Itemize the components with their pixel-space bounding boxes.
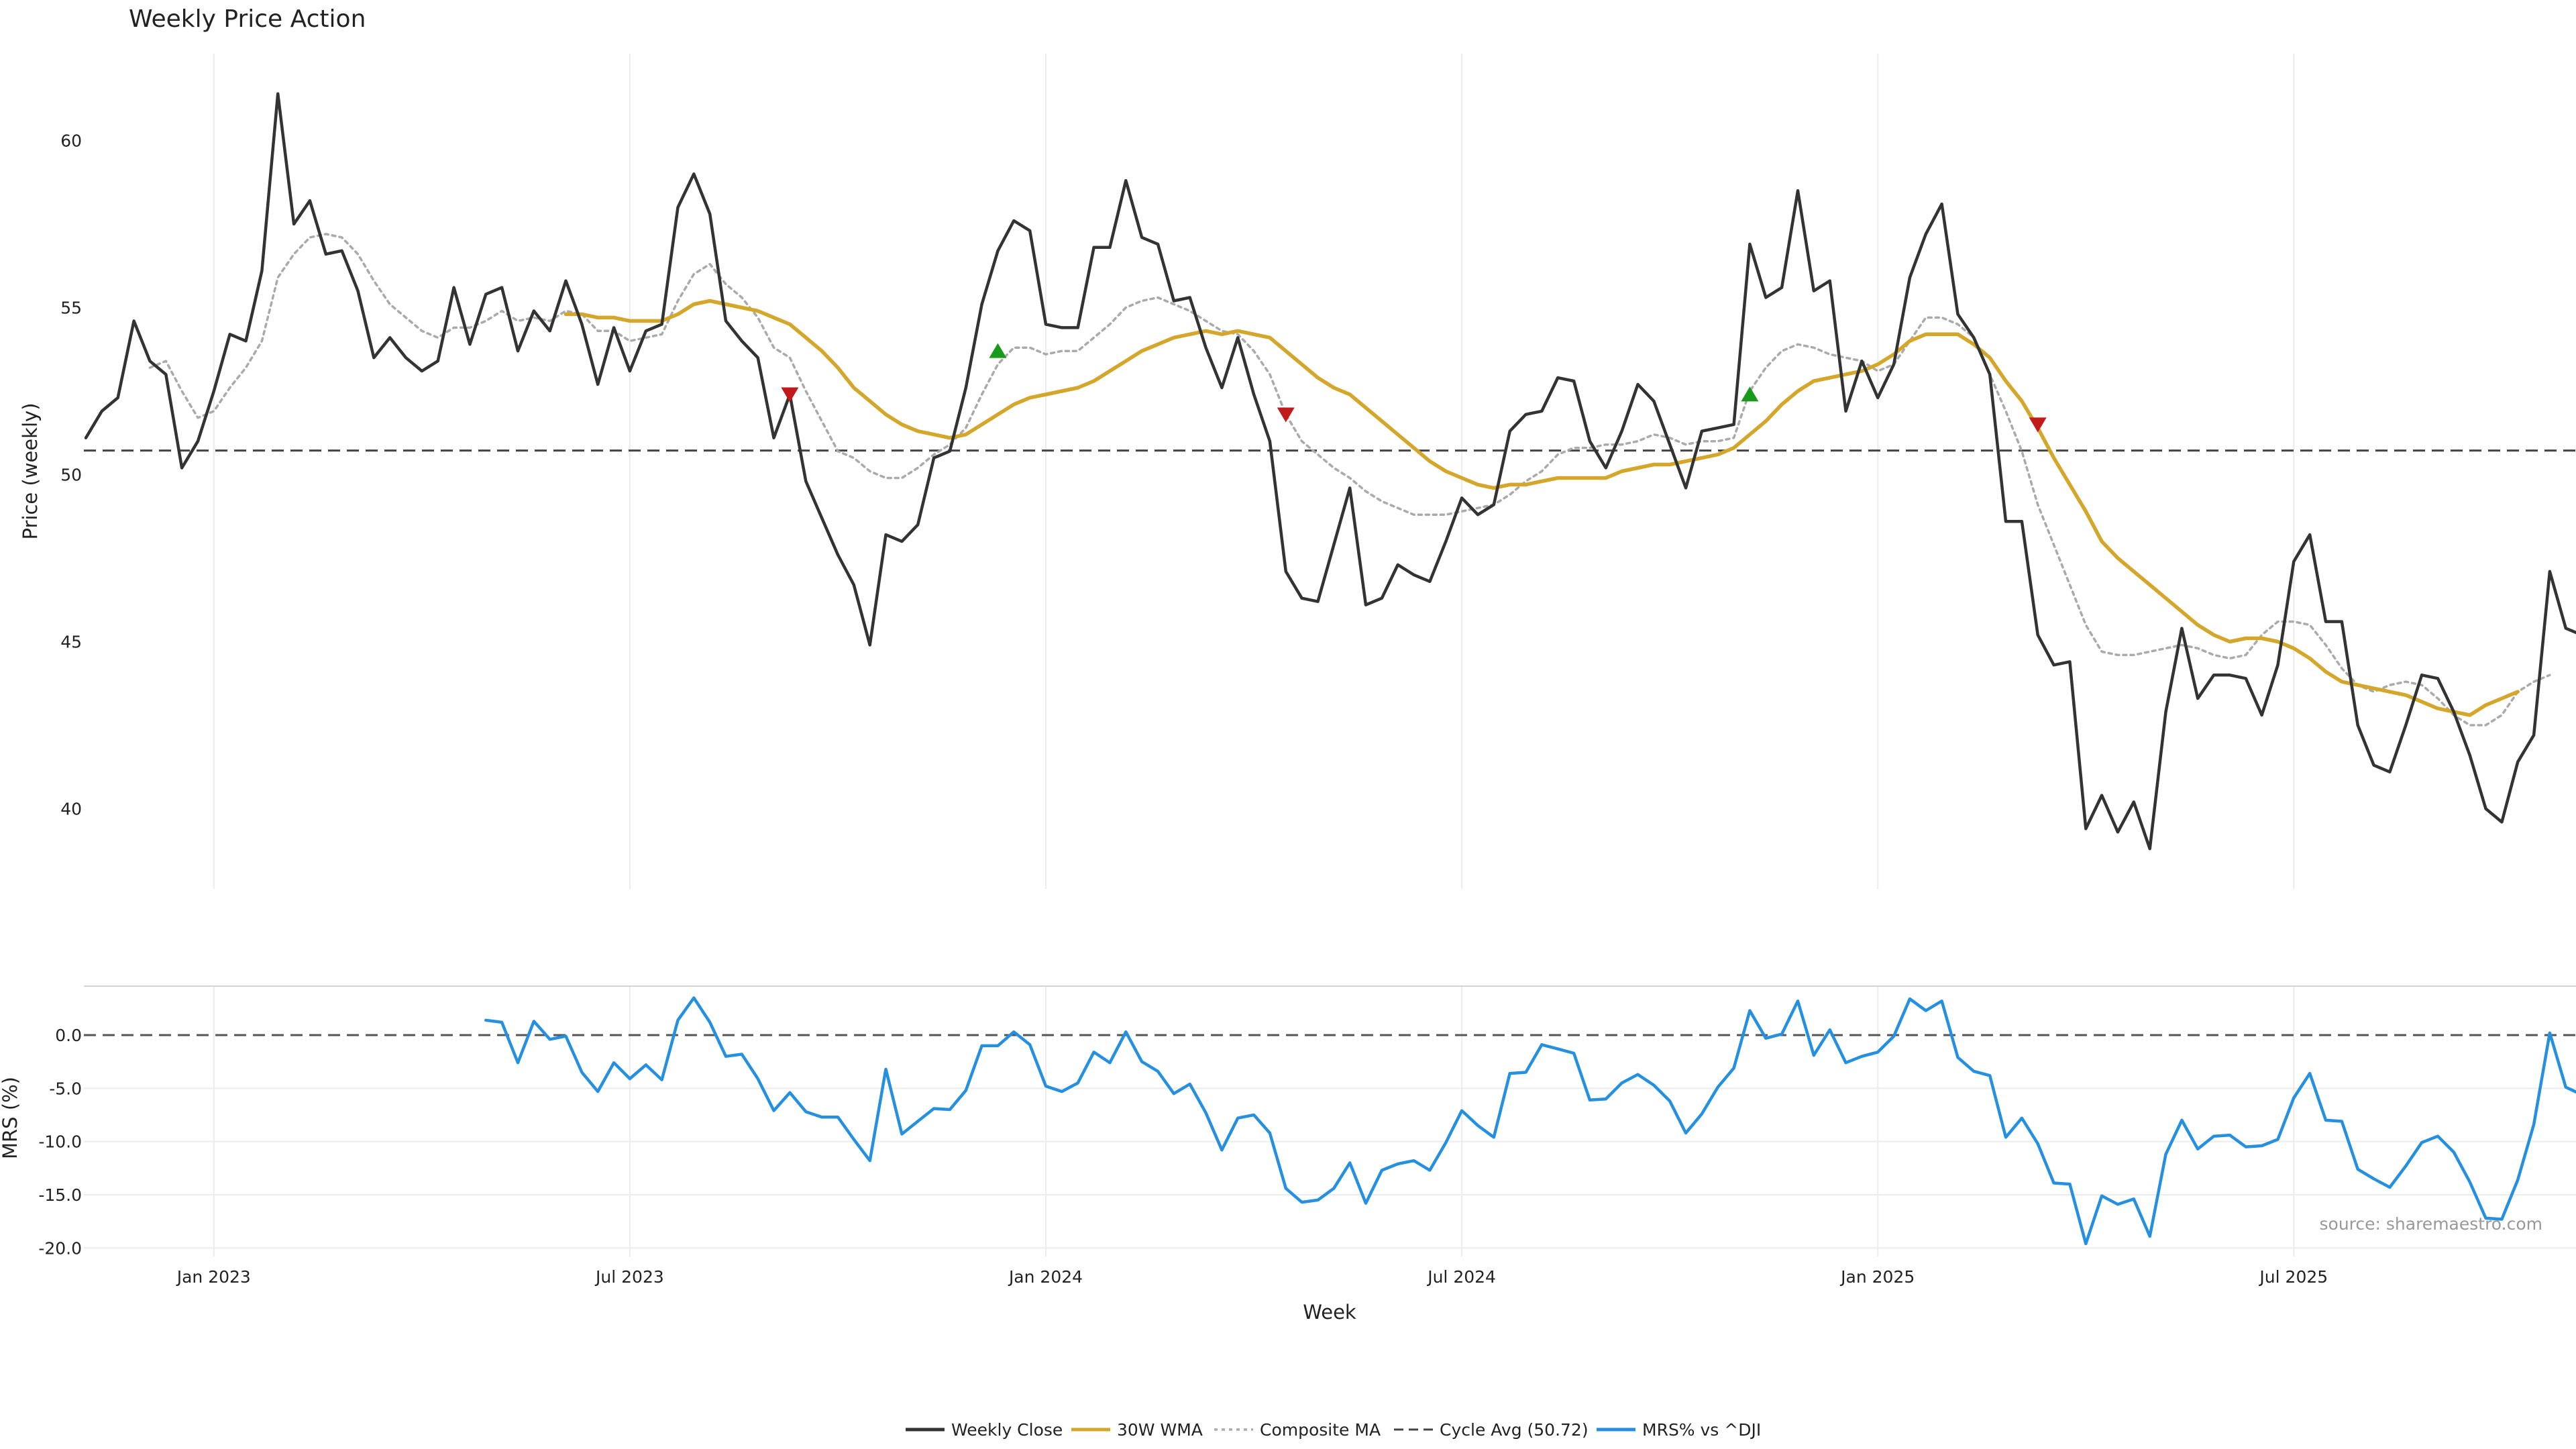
- buy-signal-marker: [989, 343, 1007, 358]
- mrs-panel: 0.0 -5.0 -10.0 -15.0 -20.0 MRS (%): [0, 985, 2576, 1258]
- legend: Weekly Close 30W WMA Composite MA Cycle Avg…: [906, 1420, 1761, 1440]
- x-tick-label: Jan 2025: [1839, 1267, 1915, 1287]
- legend-label: MRS% vs ^DJI: [1642, 1420, 1761, 1440]
- legend-label: Cycle Avg (50.72): [1440, 1420, 1589, 1440]
- sell-signal-marker: [2029, 417, 2047, 433]
- legend-item: Composite MA: [1214, 1420, 1381, 1440]
- x-tick-label: Jul 2024: [1426, 1267, 1496, 1287]
- wma-30w-line: [564, 299, 2520, 717]
- x-tick-label: Jan 2023: [176, 1267, 251, 1287]
- legend-item: Cycle Avg (50.72): [1394, 1420, 1589, 1440]
- legend-item: MRS% vs ^DJI: [1597, 1420, 1761, 1440]
- mrs-y-tick-label: -15.0: [38, 1185, 82, 1205]
- price-y-axis-title: Price (weekly): [19, 402, 42, 539]
- price-y-tick-label: 40: [60, 799, 82, 818]
- weekly-close-line: [84, 92, 2576, 851]
- price-y-tick-label: 60: [60, 131, 82, 150]
- mrs-y-tick-label: -20.0: [38, 1238, 82, 1258]
- legend-label: 30W WMA: [1117, 1420, 1203, 1440]
- price-panel: 40 45 50 55 60 Price (weekly): [19, 54, 2576, 889]
- mrs-y-tick-label: -10.0: [38, 1132, 82, 1152]
- source-label: source: sharemaestro.com: [2320, 1214, 2543, 1234]
- chart-title: Weekly Price Action: [129, 5, 366, 33]
- composite-ma-line: [148, 233, 2551, 727]
- sell-signal-marker: [781, 387, 799, 402]
- sell-signal-marker: [1277, 407, 1295, 423]
- x-axis: Jan 2023 Jul 2023 Jan 2024 Jul 2024 Jan 2025…: [176, 1267, 2328, 1287]
- x-tick-label: Jan 2024: [1008, 1267, 1083, 1287]
- x-tick-label: Jul 2023: [594, 1267, 664, 1287]
- legend-label: Weekly Close: [951, 1420, 1063, 1440]
- price-y-tick-label: 50: [60, 465, 82, 484]
- price-y-tick-label: 55: [60, 298, 82, 317]
- buy-signal-marker: [1741, 386, 1759, 402]
- mrs-y-tick-label: 0.0: [55, 1026, 82, 1045]
- price-y-tick-label: 45: [60, 632, 82, 651]
- legend-item: Weekly Close: [906, 1420, 1063, 1440]
- mrs-y-axis-title: MRS (%): [0, 1077, 21, 1159]
- legend-label: Composite MA: [1260, 1420, 1381, 1440]
- x-tick-label: Jul 2025: [2258, 1267, 2328, 1287]
- legend-item: 30W WMA: [1071, 1420, 1203, 1440]
- x-axis-title: Week: [1303, 1301, 1356, 1324]
- mrs-line: [484, 996, 2576, 1246]
- mrs-y-tick-label: -5.0: [49, 1079, 82, 1098]
